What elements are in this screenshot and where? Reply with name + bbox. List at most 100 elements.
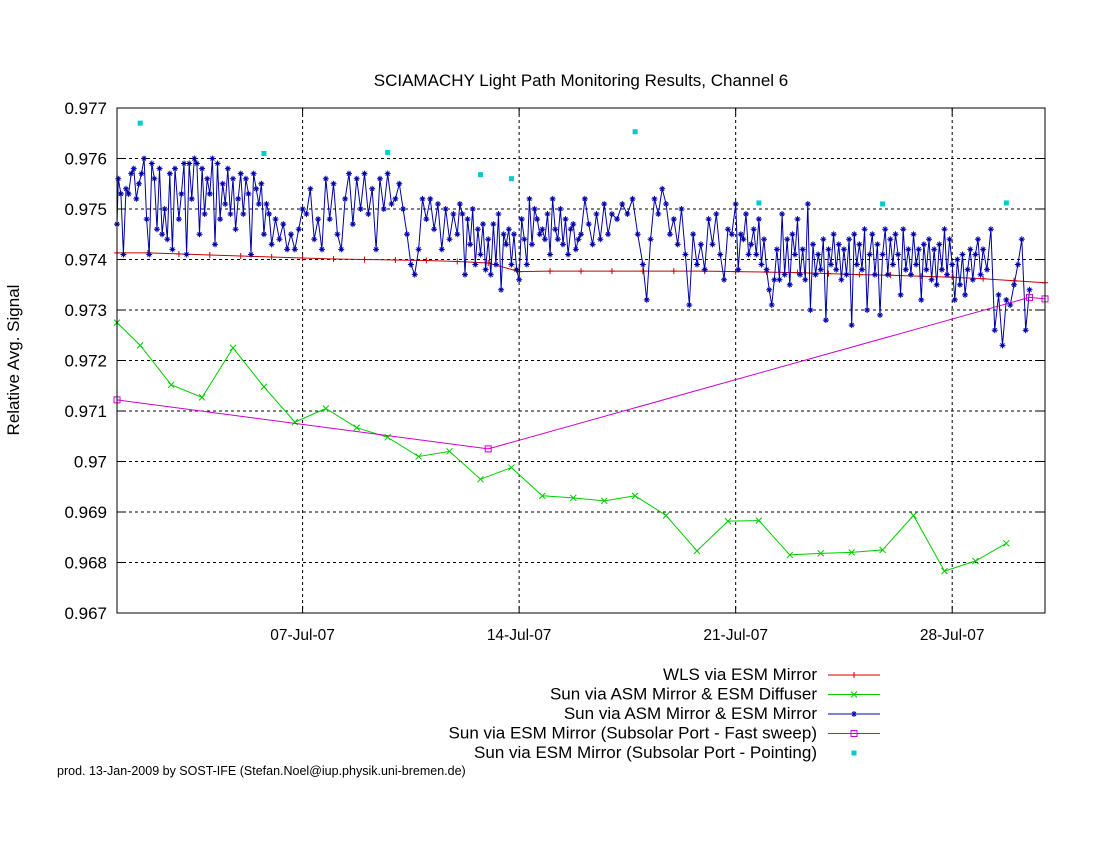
data-point	[835, 241, 842, 248]
data-point	[1003, 296, 1010, 303]
y-axis-label: Relative Avg. Signal	[4, 285, 23, 436]
data-point	[369, 185, 376, 192]
data-point	[117, 190, 124, 197]
data-point	[732, 200, 739, 207]
data-point	[1003, 200, 1009, 206]
data-point	[268, 253, 275, 260]
data-point	[907, 271, 914, 278]
data-point	[567, 226, 574, 233]
data-point	[802, 276, 809, 283]
y-tick-label: 0.976	[64, 150, 107, 169]
data-point	[569, 494, 577, 502]
data-point	[1018, 236, 1025, 243]
data-point	[423, 257, 430, 264]
data-point	[735, 266, 742, 273]
data-point	[861, 226, 868, 233]
data-point	[115, 175, 122, 182]
data-point	[133, 195, 140, 202]
data-point	[326, 216, 333, 223]
x-tick-label: 07-Jul-07	[270, 627, 335, 644]
data-point	[697, 241, 704, 248]
data-point	[198, 394, 206, 401]
data-point	[693, 547, 701, 555]
data-point	[242, 175, 249, 182]
data-point	[415, 246, 422, 253]
data-point	[884, 271, 891, 278]
data-point	[624, 211, 631, 218]
data-point	[753, 251, 760, 258]
data-point	[1014, 261, 1021, 268]
data-point	[404, 231, 410, 238]
data-point	[554, 236, 561, 243]
data-point	[419, 195, 426, 202]
data-point	[349, 221, 356, 228]
data-point	[794, 216, 801, 223]
data-point	[1007, 301, 1014, 308]
data-point	[472, 261, 479, 268]
data-point	[232, 226, 239, 233]
data-point	[601, 200, 608, 207]
y-tick-label: 0.967	[64, 604, 107, 623]
data-point	[666, 231, 673, 238]
data-point	[880, 201, 886, 207]
data-point	[175, 250, 182, 257]
data-point	[467, 241, 474, 248]
data-point	[892, 231, 899, 238]
data-point	[146, 251, 153, 258]
data-point	[474, 226, 481, 233]
data-point	[972, 251, 979, 258]
data-point	[639, 261, 646, 268]
data-point	[240, 211, 247, 218]
data-point	[464, 216, 471, 223]
data-point	[272, 216, 279, 223]
data-point	[248, 251, 255, 258]
data-point	[427, 195, 434, 202]
data-point	[311, 236, 318, 243]
data-point	[330, 255, 337, 262]
data-point	[261, 150, 267, 156]
data-point	[130, 165, 137, 172]
plot-frame	[116, 107, 1046, 614]
data-point	[400, 206, 407, 212]
data-point	[838, 276, 845, 283]
x-axis: 07-Jul-07 14-Jul-07 21-Jul-07 28-Jul-07	[270, 108, 985, 644]
data-point	[815, 251, 822, 258]
data-point	[915, 246, 922, 253]
data-point	[848, 322, 855, 329]
data-point	[482, 266, 489, 273]
data-point	[962, 291, 969, 298]
legend-label: Sun via ESM Mirror (Subsolar Port - Fast…	[449, 724, 817, 743]
data-point	[578, 268, 584, 275]
data-point	[682, 251, 689, 258]
data-point	[678, 206, 685, 212]
data-point	[143, 216, 150, 223]
legend-label: Sun via ASM Mirror & ESM Diffuser	[550, 685, 817, 704]
data-point	[956, 281, 963, 288]
data-point	[786, 551, 794, 559]
data-point	[510, 231, 517, 238]
y-axis: 0.967 0.968 0.969 0.97 0.971 0.972 0.973 0.974 0…	[64, 99, 1045, 623]
data-point	[166, 170, 173, 177]
data-point	[219, 180, 226, 187]
data-point	[159, 231, 166, 238]
data-point	[193, 160, 200, 167]
data-point	[570, 221, 577, 228]
data-point	[217, 216, 224, 223]
data-point	[385, 149, 391, 155]
data-point	[745, 251, 752, 258]
data-point	[477, 475, 484, 483]
data-point	[423, 216, 430, 223]
data-point	[148, 160, 155, 167]
data-point	[807, 307, 814, 313]
data-point	[856, 241, 863, 248]
data-point	[724, 517, 732, 525]
data-point	[235, 195, 242, 202]
data-point	[949, 261, 956, 268]
data-point	[585, 221, 592, 228]
data-point	[694, 261, 700, 268]
data-point	[964, 266, 971, 273]
data-point	[513, 266, 520, 273]
data-point	[830, 231, 837, 238]
data-point	[342, 195, 349, 202]
